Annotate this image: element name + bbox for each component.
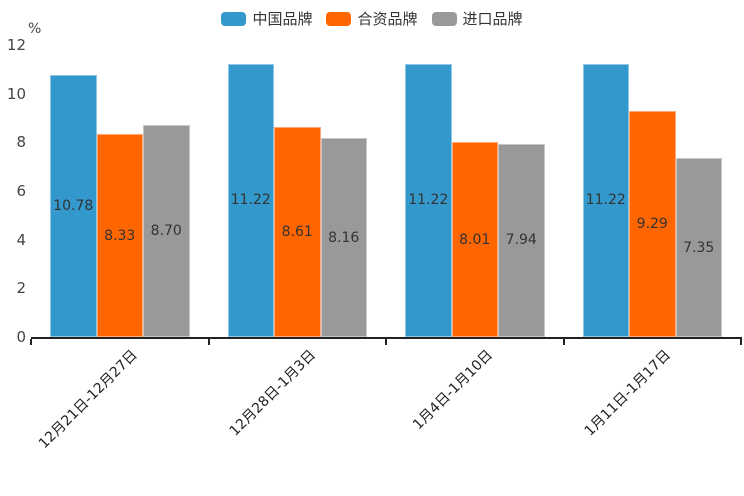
y-axis-tick-label: 0 [16, 328, 26, 346]
y-axis-tick-label: 4 [16, 230, 26, 249]
x-axis-tick-mark [30, 339, 32, 345]
bar-value-label: 8.70 [150, 223, 182, 240]
bar-china-brand[interactable]: 10.78 [50, 74, 97, 337]
bar-value-label: 11.22 [408, 192, 449, 209]
bar-china-brand[interactable]: 11.22 [405, 63, 452, 337]
x-axis-line [31, 337, 742, 339]
legend-swatch-china-brand [221, 11, 247, 26]
x-axis-category-label: 12月21日-12月27日 [36, 347, 142, 452]
x-axis-tick-mark [562, 339, 565, 345]
x-axis-category-label: 12月28日-1月3日 [226, 347, 319, 440]
bar-china-brand[interactable]: 11.22 [582, 63, 629, 337]
y-axis-tick-label: 2 [16, 279, 26, 298]
y-axis-tick-label: 10 [6, 84, 26, 103]
bar-value-label: 11.22 [585, 192, 626, 209]
bar-value-label: 8.01 [459, 231, 491, 248]
x-axis-tick-mark [385, 339, 387, 345]
bar-value-label: 7.94 [505, 232, 537, 249]
x-axis-tick-mark [207, 339, 210, 345]
bar-import-brand[interactable]: 7.94 [498, 143, 545, 337]
bar-value-label: 8.61 [281, 224, 313, 241]
bar-value-label: 8.16 [328, 229, 360, 246]
y-axis-tick-label: 6 [16, 182, 26, 200]
legend-item-import-brand[interactable]: 进口品牌 [431, 8, 523, 29]
legend-swatch-import-brand [431, 11, 457, 26]
bar-import-brand[interactable]: 8.16 [320, 138, 367, 337]
bar-joint-venture-brand[interactable]: 9.29 [629, 110, 676, 337]
x-axis-tick-mark [740, 339, 742, 345]
legend-label-china-brand: 中国品牌 [252, 10, 313, 28]
legend-swatch-joint-venture-brand [326, 11, 352, 26]
bar-china-brand[interactable]: 11.22 [227, 63, 274, 337]
bar-joint-venture-brand[interactable]: 8.33 [96, 134, 143, 337]
bar-value-label: 8.33 [104, 227, 136, 244]
bar-value-label: 7.35 [683, 239, 715, 256]
bar-import-brand[interactable]: 8.70 [143, 125, 190, 337]
legend-label-import-brand: 进口品牌 [462, 10, 523, 28]
y-axis-unit-label: % [28, 21, 42, 37]
bar-import-brand[interactable]: 7.35 [675, 158, 722, 337]
y-axis-tick-label: 12 [6, 36, 26, 54]
bar-joint-venture-brand[interactable]: 8.61 [274, 127, 321, 337]
legend: 中国品牌 合资品牌 进口品牌 [0, 8, 744, 29]
y-axis-tick-label: 8 [16, 133, 26, 152]
bar-value-label: 11.22 [230, 192, 271, 209]
bar-joint-venture-brand[interactable]: 8.01 [451, 142, 498, 337]
bar-value-label: 10.78 [53, 197, 94, 214]
legend-item-china-brand[interactable]: 中国品牌 [221, 8, 312, 29]
x-axis-category-label: 1月11日-1月17日 [581, 347, 674, 440]
legend-label-joint-venture-brand: 合资品牌 [357, 10, 418, 28]
bar-value-label: 9.29 [636, 215, 668, 232]
x-axis-category-label: 1月4日-1月10日 [410, 347, 497, 434]
legend-item-joint-venture-brand[interactable]: 合资品牌 [326, 8, 418, 29]
